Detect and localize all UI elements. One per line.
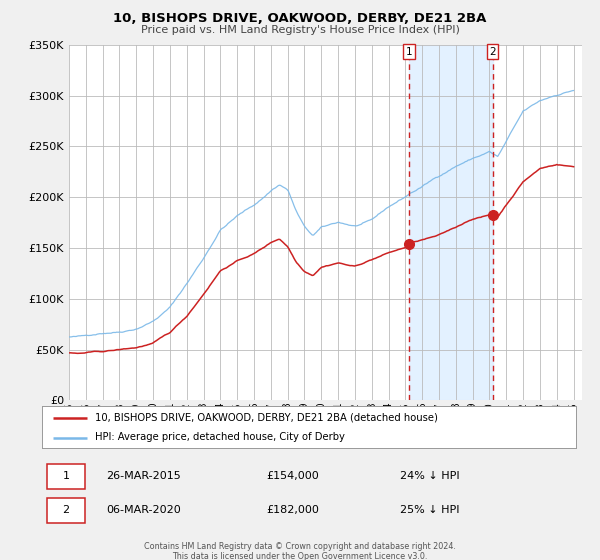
- Bar: [409, 45, 493, 400]
- FancyBboxPatch shape: [47, 498, 85, 523]
- FancyBboxPatch shape: [47, 464, 85, 489]
- Text: 06-MAR-2020: 06-MAR-2020: [106, 506, 181, 515]
- Text: HPI: Average price, detached house, City of Derby: HPI: Average price, detached house, City…: [95, 432, 345, 442]
- Text: 1: 1: [62, 472, 70, 482]
- Text: 2: 2: [489, 47, 496, 57]
- Text: This data is licensed under the Open Government Licence v3.0.: This data is licensed under the Open Gov…: [172, 552, 428, 560]
- Text: Price paid vs. HM Land Registry's House Price Index (HPI): Price paid vs. HM Land Registry's House …: [140, 25, 460, 35]
- Text: 25% ↓ HPI: 25% ↓ HPI: [400, 506, 459, 515]
- Text: 10, BISHOPS DRIVE, OAKWOOD, DERBY, DE21 2BA: 10, BISHOPS DRIVE, OAKWOOD, DERBY, DE21 …: [113, 12, 487, 25]
- Text: £182,000: £182,000: [266, 506, 319, 515]
- Text: 2: 2: [62, 506, 70, 515]
- Text: £154,000: £154,000: [266, 472, 319, 482]
- Text: 24% ↓ HPI: 24% ↓ HPI: [400, 472, 460, 482]
- Text: 10, BISHOPS DRIVE, OAKWOOD, DERBY, DE21 2BA (detached house): 10, BISHOPS DRIVE, OAKWOOD, DERBY, DE21 …: [95, 413, 438, 423]
- Text: 26-MAR-2015: 26-MAR-2015: [106, 472, 181, 482]
- Text: 1: 1: [406, 47, 413, 57]
- Text: Contains HM Land Registry data © Crown copyright and database right 2024.: Contains HM Land Registry data © Crown c…: [144, 542, 456, 551]
